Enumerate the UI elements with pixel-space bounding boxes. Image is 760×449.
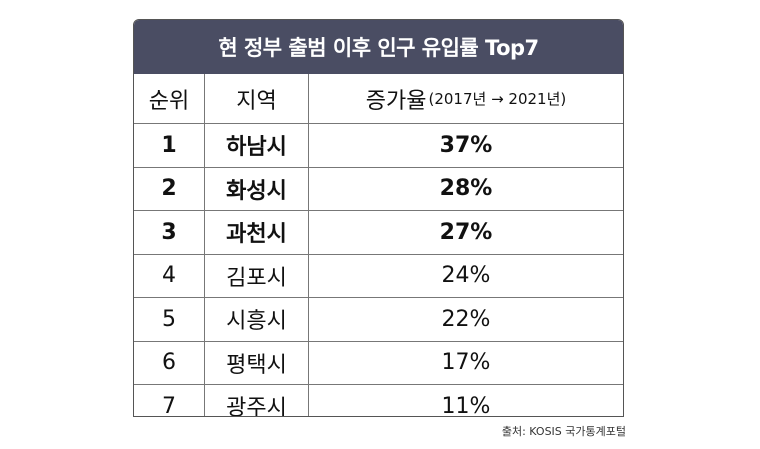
rank-cell: 5	[162, 306, 176, 332]
header-rate-period: (2017년 → 2021년)	[428, 90, 567, 108]
region-cell: 시흥시	[204, 298, 308, 341]
table-row: 4 김포시 24%	[134, 253, 623, 297]
region-cell: 과천시	[204, 211, 308, 254]
region-cell: 평택시	[204, 341, 308, 384]
table-row: 3 과천시 27%	[134, 210, 623, 254]
rate-cell: 27%	[308, 211, 623, 254]
table-row: 7 광주시 11%	[134, 384, 623, 417]
source-note: 출처: KOSIS 국가통계포털	[501, 425, 626, 438]
rate-cell: 24%	[308, 254, 623, 297]
rank-cell: 2	[161, 176, 177, 202]
header-rank: 순위	[148, 88, 190, 114]
rank-cell: 7	[162, 393, 176, 417]
rate-cell: 28%	[308, 167, 623, 210]
header-rate-label: 증가율	[365, 88, 427, 114]
rank-cell: 6	[162, 350, 176, 376]
region-cell: 화성시	[204, 167, 308, 210]
rank-cell: 4	[162, 263, 176, 289]
rank-cell: 1	[161, 132, 177, 158]
table-row: 2 화성시 28%	[134, 166, 623, 210]
rate-cell: 37%	[308, 124, 623, 167]
table-row: 6 평택시 17%	[134, 340, 623, 384]
region-cell: 김포시	[204, 254, 308, 297]
rate-cell: 22%	[308, 298, 623, 341]
rank-cell: 3	[161, 219, 177, 245]
region-cell: 광주시	[204, 385, 308, 416]
header-region: 지역	[204, 74, 308, 123]
table-row: 1 하남시 37%	[134, 123, 623, 167]
rate-cell: 11%	[308, 385, 623, 416]
header-rate: 증가율 (2017년 → 2021년)	[308, 74, 623, 123]
table-title: 현 정부 출범 이후 인구 유입률 Top7	[134, 20, 623, 74]
header-row: 순위 지역 증가율 (2017년 → 2021년)	[134, 74, 623, 123]
table-row: 5 시흥시 22%	[134, 297, 623, 341]
rate-cell: 17%	[308, 341, 623, 384]
region-cell: 하남시	[204, 124, 308, 167]
ranking-table: 현 정부 출범 이후 인구 유입률 Top7 순위 지역 증가율 (2017년 →…	[133, 19, 624, 417]
